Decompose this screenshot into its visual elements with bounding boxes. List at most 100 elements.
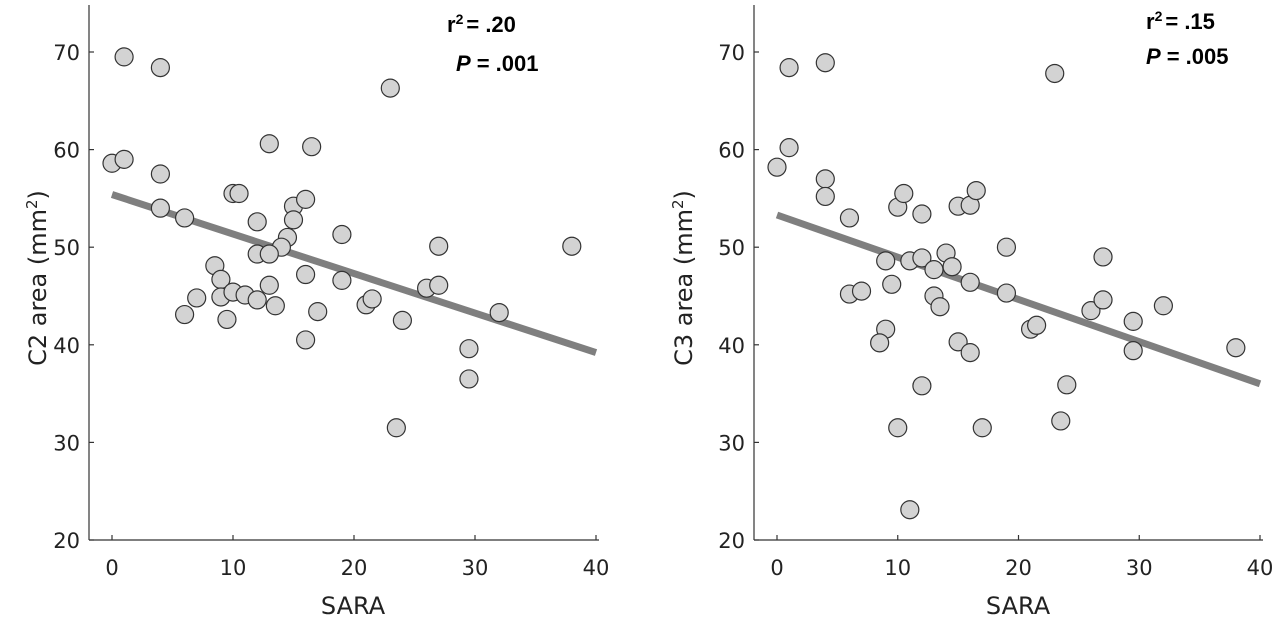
stat-r2-c2: r2 = .20 — [447, 11, 516, 37]
data-point — [1123, 341, 1143, 361]
data-point — [562, 236, 582, 256]
data-point — [1051, 411, 1071, 431]
data-point — [779, 58, 799, 78]
data-point — [1081, 301, 1101, 321]
data-point — [900, 500, 920, 520]
data-point — [1093, 290, 1113, 310]
data-point — [930, 297, 950, 317]
data-point — [362, 289, 382, 309]
data-point — [296, 189, 316, 209]
y-tick-label: 60 — [53, 139, 80, 163]
data-point — [459, 369, 479, 389]
chart-panel-c3: C3 area (mm2) 20 30 40 50 60 70 0 10 20 30 40 SAR… — [669, 5, 1273, 620]
data-point — [259, 134, 279, 154]
data-point — [150, 198, 170, 218]
y-tick-label: 20 — [53, 529, 80, 553]
stat-r2-c3: r2 = .15 — [1146, 8, 1215, 34]
data-point — [1226, 338, 1246, 358]
data-point — [815, 53, 835, 73]
y-tick-label: 60 — [718, 139, 745, 163]
data-point — [332, 270, 352, 290]
x-tick-label: 40 — [1247, 556, 1274, 580]
data-point — [259, 275, 279, 295]
y-axis-label-c2: C2 area (mm2) — [23, 190, 52, 366]
data-point — [942, 257, 962, 277]
x-tick-label: 10 — [220, 556, 247, 580]
x-tick-label: 30 — [1126, 556, 1153, 580]
y-tick-label: 40 — [718, 334, 745, 358]
y-tick-label: 70 — [53, 41, 80, 65]
data-point — [1045, 63, 1065, 84]
data-point — [296, 330, 316, 350]
data-point — [302, 137, 322, 157]
data-point — [392, 310, 412, 330]
data-point — [888, 418, 908, 438]
x-tick-label: 10 — [884, 556, 911, 580]
data-point — [114, 47, 134, 67]
data-point — [972, 418, 992, 438]
y-tick-label: 50 — [53, 236, 80, 260]
data-point — [966, 180, 986, 201]
data-point — [912, 204, 932, 224]
data-point — [308, 302, 328, 322]
data-point — [150, 164, 170, 184]
data-point — [429, 275, 449, 295]
x-axis-label-c2: SARA — [321, 592, 386, 620]
x-ticks-c3: 0 10 20 30 40 — [770, 535, 1273, 580]
data-point — [175, 304, 195, 325]
data-point — [489, 302, 509, 323]
data-point — [960, 272, 980, 292]
x-ticks-c2: 0 10 20 30 40 — [105, 535, 609, 580]
data-point — [912, 376, 932, 396]
data-point — [839, 208, 860, 228]
data-point — [247, 290, 267, 310]
x-axis-label-c3: SARA — [986, 592, 1051, 620]
data-point — [296, 264, 316, 285]
data-point — [332, 224, 352, 245]
x-tick-label: 0 — [770, 556, 783, 580]
data-point — [229, 183, 249, 204]
regression-line — [775, 211, 1262, 388]
data-point — [876, 251, 896, 271]
y-tick-label: 70 — [718, 41, 745, 65]
data-point — [996, 283, 1017, 303]
data-point — [114, 149, 134, 169]
y-axis-label-c3: C3 area (mm2) — [669, 190, 698, 366]
y-tick-label: 30 — [53, 431, 80, 455]
data-point — [265, 296, 285, 316]
x-tick-label: 40 — [583, 556, 610, 580]
data-point — [815, 186, 835, 207]
data-point — [1093, 247, 1113, 267]
y-tick-label: 20 — [718, 529, 745, 553]
data-point — [386, 418, 406, 438]
data-point — [429, 236, 449, 256]
data-point — [380, 78, 400, 98]
points-c2 — [102, 47, 582, 438]
y-tick-label: 30 — [718, 431, 745, 455]
data-point — [175, 208, 195, 228]
x-tick-label: 30 — [462, 556, 489, 580]
y-ticks-c2: 20 30 40 50 60 70 — [53, 41, 94, 553]
trendline-c3 — [775, 211, 1262, 388]
data-point — [283, 210, 304, 230]
data-point — [960, 343, 980, 363]
data-point — [948, 332, 968, 352]
chart-panel-c2: C2 area (mm2) 20 30 40 50 60 70 0 10 20 30 40 SAR… — [23, 5, 609, 620]
data-point — [851, 281, 872, 301]
data-point — [259, 244, 279, 264]
data-point — [924, 260, 944, 280]
data-point — [187, 288, 207, 308]
data-point — [815, 169, 835, 189]
x-tick-label: 0 — [105, 556, 118, 580]
x-tick-label: 20 — [341, 556, 368, 580]
points-c3 — [767, 53, 1246, 520]
data-point — [1027, 315, 1047, 335]
data-point — [894, 183, 914, 204]
data-point — [1057, 375, 1077, 395]
stat-p-c3: P = .005 — [1146, 44, 1228, 69]
data-point — [217, 309, 237, 330]
stat-p-c2: P = .001 — [456, 51, 538, 76]
y-tick-label: 40 — [53, 334, 80, 358]
data-point — [767, 157, 787, 177]
